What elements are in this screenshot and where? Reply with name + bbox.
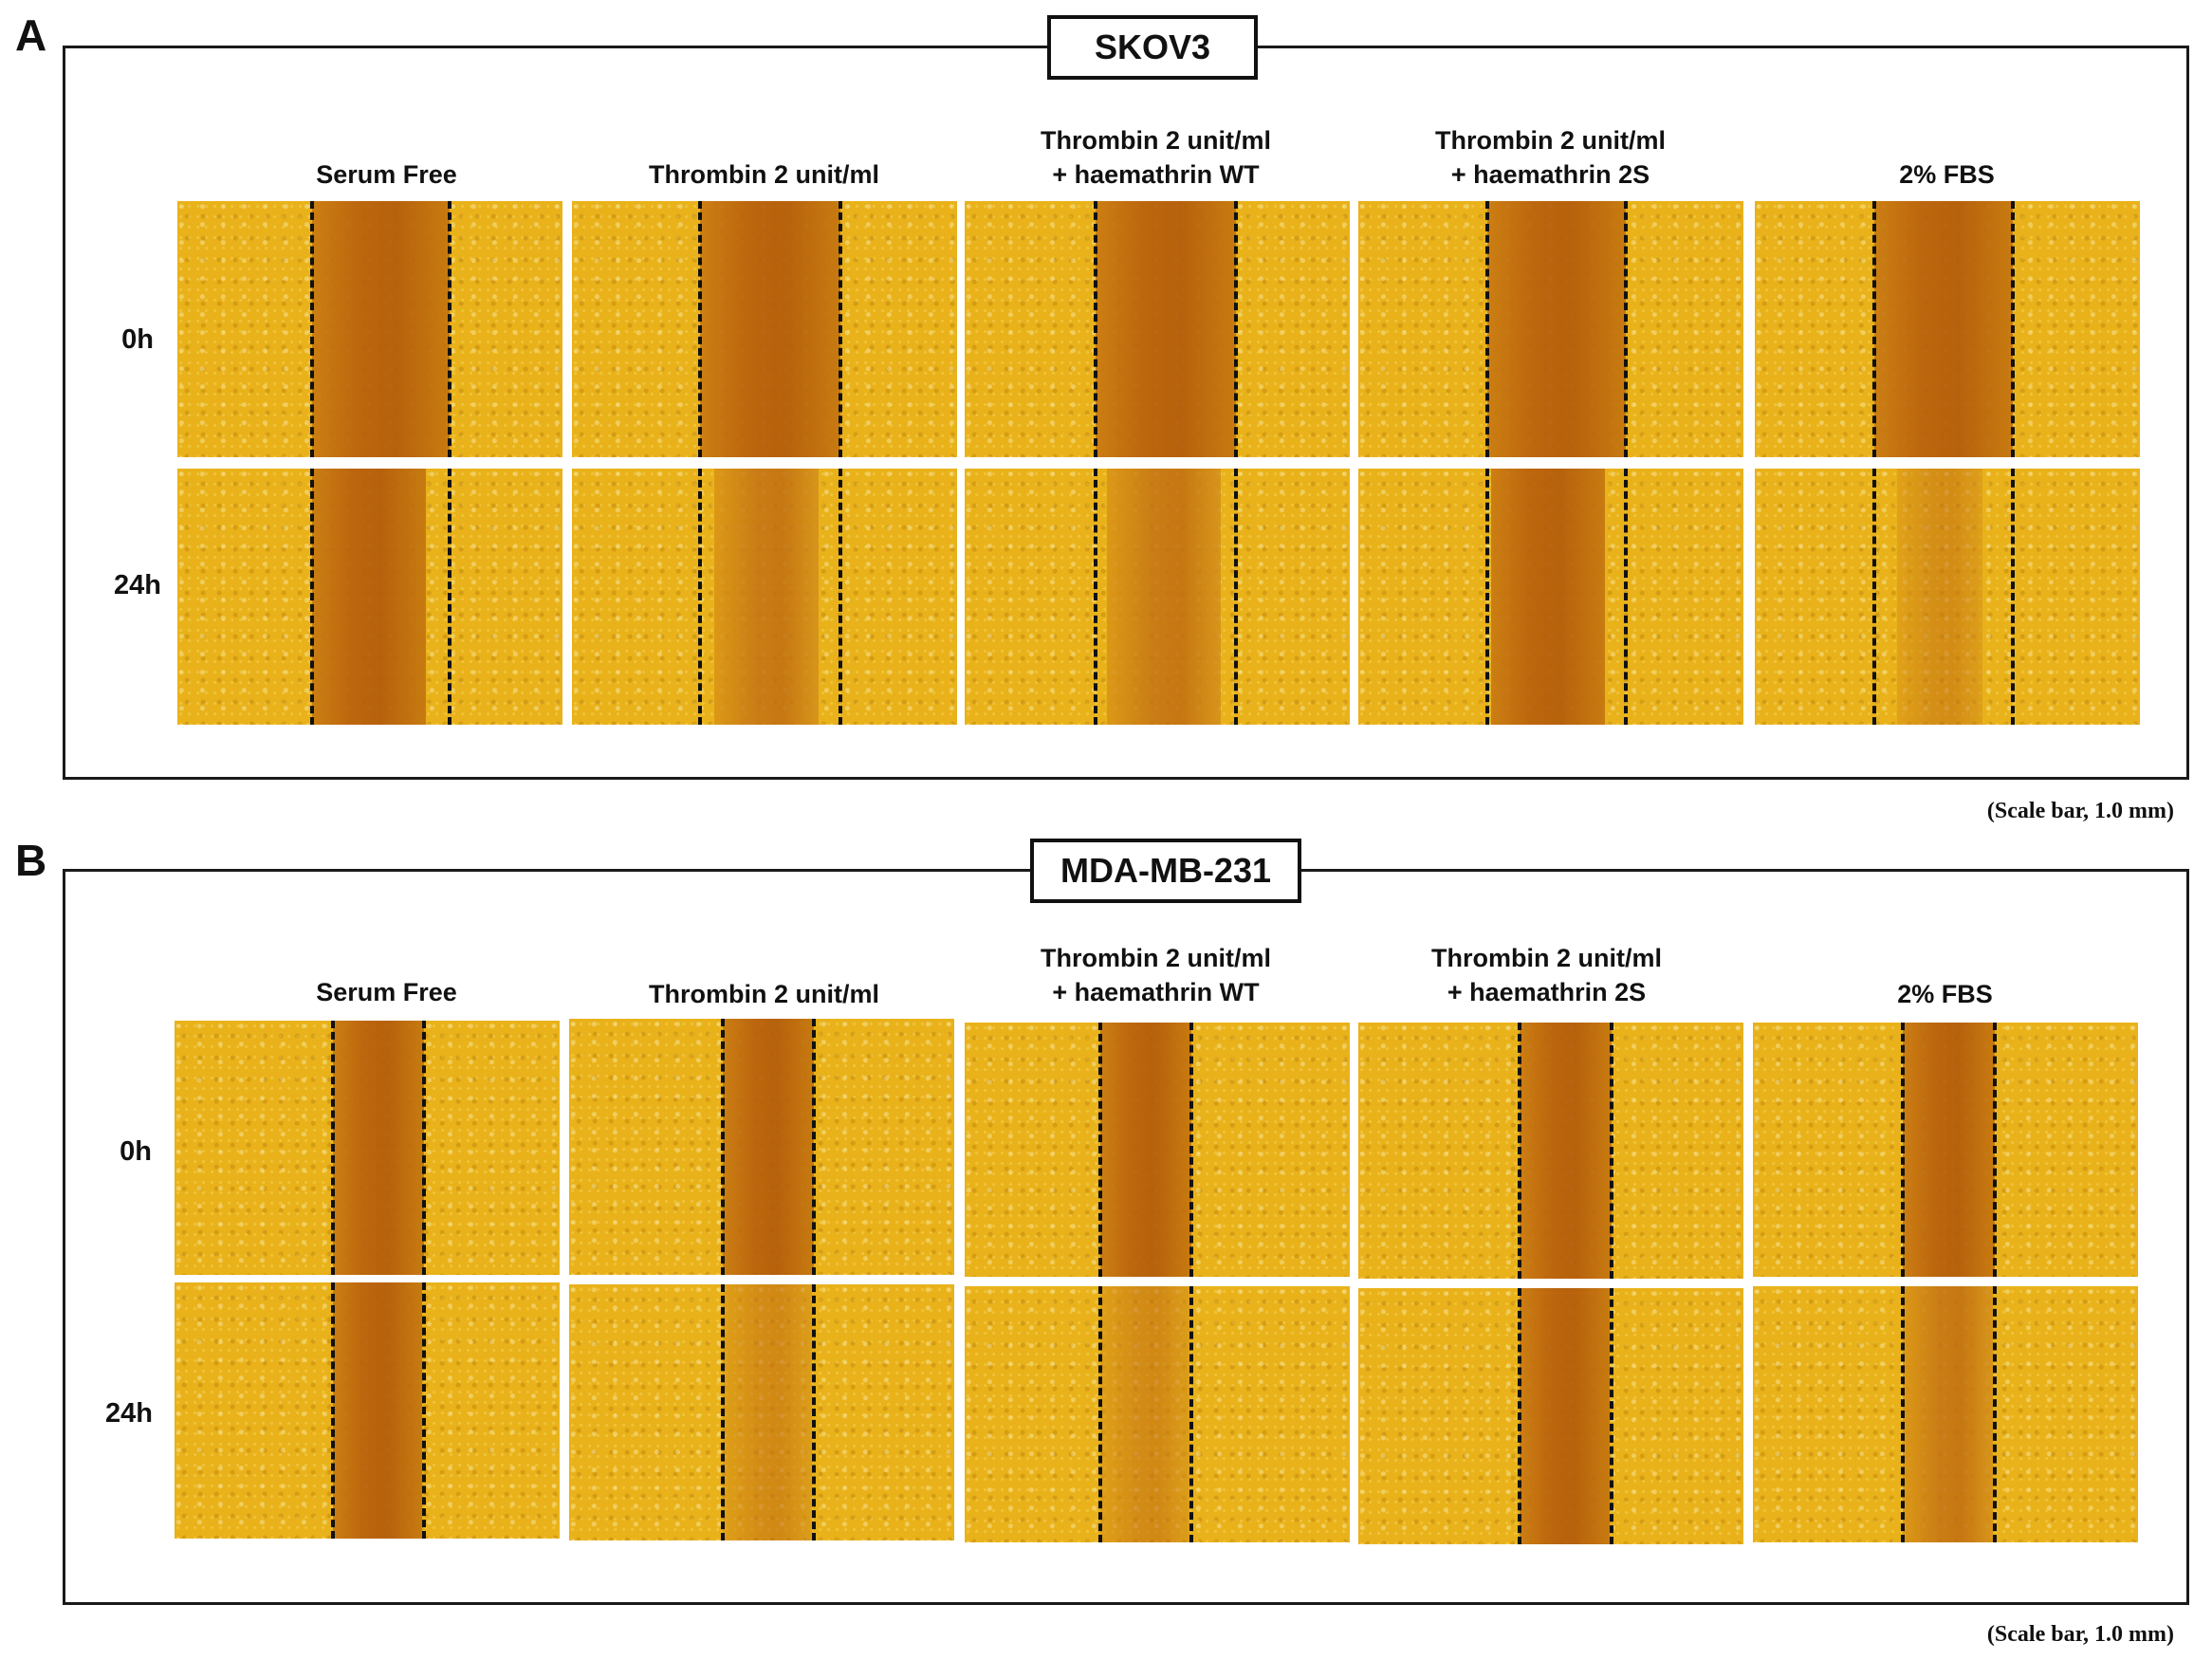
timepoint-label: 0h (121, 324, 154, 355)
condition-header-line1: Thrombin 2 unit/ml (1041, 126, 1271, 155)
cell-line-title: MDA-MB-231 (1030, 839, 1301, 903)
cell-line-title: SKOV3 (1047, 15, 1258, 80)
micrograph-0h (572, 201, 957, 457)
panel-letter: A (15, 10, 47, 60)
condition-header-line1: Thrombin 2 unit/ml (1431, 944, 1662, 972)
micrograph-24h (175, 1282, 560, 1539)
timepoint-label: 24h (105, 1398, 153, 1429)
panel-letter: B (15, 836, 47, 885)
micrograph-24h (569, 1284, 954, 1540)
condition-header: Serum Free (194, 975, 579, 1009)
condition-header: Thrombin 2 unit/ml + haemathrin 2S (1358, 123, 1742, 192)
condition-header: Thrombin 2 unit/ml + haemathrin WT (964, 123, 1348, 192)
condition-header-line1: Thrombin 2 unit/ml (1435, 126, 1666, 155)
micrograph-0h (1755, 201, 2140, 457)
timepoint-label: 24h (114, 570, 161, 600)
micrograph-0h (965, 201, 1350, 457)
micrograph-0h (569, 1019, 954, 1275)
micrograph-0h (177, 201, 562, 457)
condition-header: Thrombin 2 unit/ml (572, 977, 956, 1011)
micrograph-0h (175, 1021, 560, 1275)
condition-header: Serum Free (194, 157, 579, 192)
scale-bar-caption: (Scale bar, 1.0 mm) (1986, 799, 2174, 823)
condition-header: 2% FBS (1755, 157, 2139, 192)
micrograph-24h (1753, 1286, 2138, 1542)
micrograph-24h (965, 1286, 1350, 1542)
condition-header-line1: 2% FBS (1897, 980, 1993, 1008)
micrograph-24h (965, 469, 1350, 725)
condition-header-line1: Thrombin 2 unit/ml (1041, 944, 1271, 972)
condition-header: 2% FBS (1753, 977, 2137, 1011)
condition-header: Thrombin 2 unit/ml + haemathrin 2S (1355, 941, 1739, 1009)
micrograph-0h (965, 1023, 1350, 1277)
condition-header-line2: + haemathrin 2S (1450, 160, 1650, 189)
micrograph-0h (1358, 1023, 1743, 1279)
condition-header-line2: + haemathrin WT (1052, 160, 1260, 189)
micrograph-0h (1358, 201, 1743, 457)
condition-header-line1: Serum Free (316, 160, 457, 189)
micrograph-24h (1755, 469, 2140, 725)
condition-header: Thrombin 2 unit/ml + haemathrin WT (964, 941, 1348, 1009)
condition-header-line1: Thrombin 2 unit/ml (649, 980, 879, 1008)
condition-header-line1: 2% FBS (1899, 160, 1995, 189)
condition-header-line2: + haemathrin WT (1052, 978, 1260, 1006)
timepoint-label: 0h (120, 1136, 152, 1167)
micrograph-24h (572, 469, 957, 725)
condition-header-line2: + haemathrin 2S (1447, 978, 1647, 1006)
micrograph-24h (1358, 1288, 1743, 1544)
condition-header-line1: Serum Free (316, 978, 457, 1006)
condition-header: Thrombin 2 unit/ml (572, 157, 956, 192)
condition-header-line1: Thrombin 2 unit/ml (649, 160, 879, 189)
micrograph-24h (1358, 469, 1743, 725)
micrograph-24h (177, 469, 562, 725)
scale-bar-caption: (Scale bar, 1.0 mm) (1986, 1622, 2174, 1647)
micrograph-0h (1753, 1023, 2138, 1277)
